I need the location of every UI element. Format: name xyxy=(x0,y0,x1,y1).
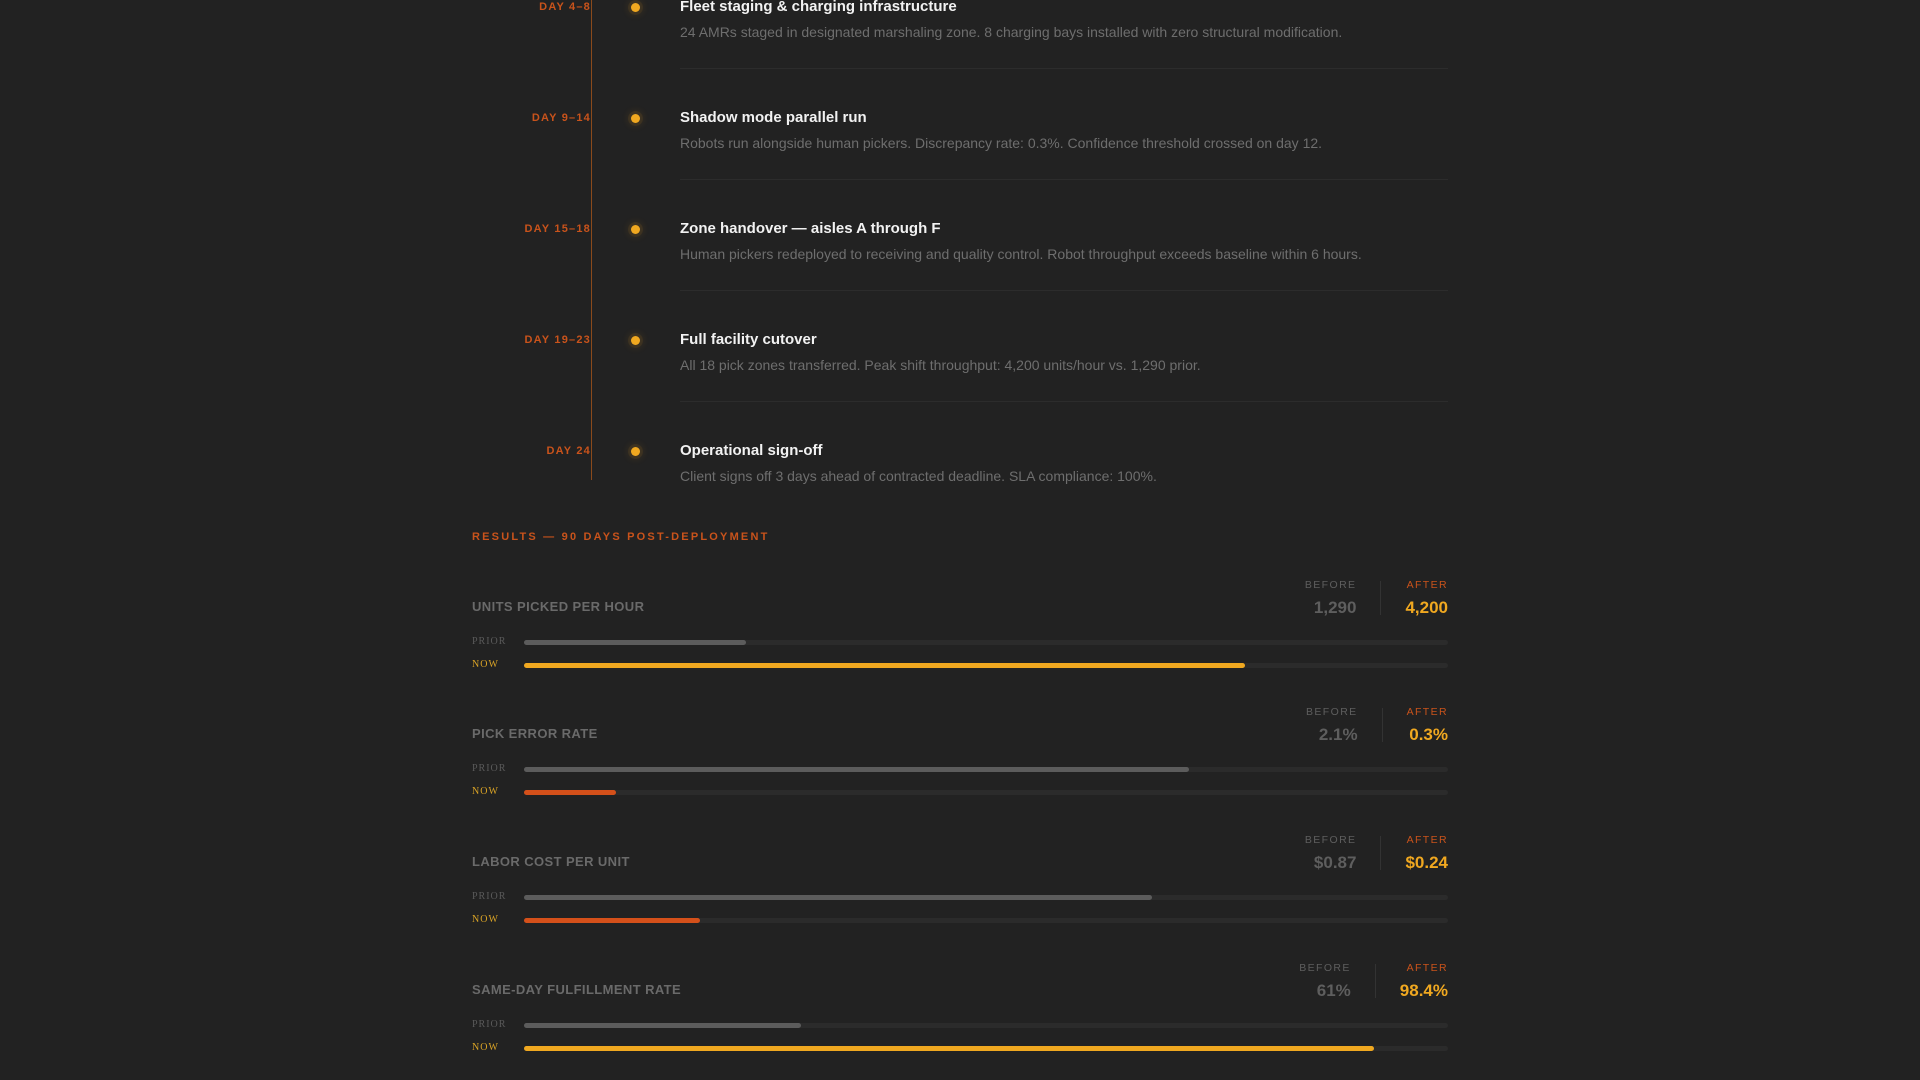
before-after: BEFORE 1,290 AFTER 4,200 xyxy=(1305,579,1448,618)
metric-name: SAME-DAY FULFILLMENT RATE xyxy=(472,982,682,997)
before-value: $0.87 xyxy=(1313,853,1357,872)
timeline-line xyxy=(591,0,592,480)
timeline-description: Robots run alongside human pickers. Disc… xyxy=(680,135,1323,151)
now-label: NOW xyxy=(472,914,499,925)
timeline-title: Operational sign-off xyxy=(680,442,823,459)
now-bar-row: NOW xyxy=(472,659,1448,671)
metric-same-day-fulfillment: SAME-DAY FULFILLMENT RATE BEFORE 61% AFT… xyxy=(472,962,1448,1080)
before-value: 2.1% xyxy=(1318,725,1358,744)
after-value: 4,200 xyxy=(1405,598,1448,617)
timeline-title: Full facility cutover xyxy=(680,331,817,348)
bar-track xyxy=(524,663,1448,668)
prior-bar-row: PRIOR xyxy=(472,1019,1448,1031)
after-label: AFTER xyxy=(1406,706,1448,718)
bar-track xyxy=(524,767,1448,772)
divider xyxy=(680,179,1448,180)
prior-bar-row: PRIOR xyxy=(472,891,1448,903)
metric-pick-error-rate: PICK ERROR RATE BEFORE 2.1% AFTER 0.3% P… xyxy=(472,706,1448,826)
timeline-dot-icon xyxy=(631,114,640,123)
divider xyxy=(680,401,1448,402)
bar-track xyxy=(524,1023,1448,1028)
before-after: BEFORE 61% AFTER 98.4% xyxy=(1299,962,1448,1001)
now-label: NOW xyxy=(472,786,499,797)
bar-track xyxy=(524,1046,1448,1051)
timeline-dot-icon xyxy=(631,336,640,345)
now-label: NOW xyxy=(472,659,499,670)
prior-bar xyxy=(524,1023,802,1028)
now-bar xyxy=(524,918,700,923)
after-value: $0.24 xyxy=(1405,853,1448,872)
before-value: 61% xyxy=(1316,981,1351,1000)
before-label: BEFORE xyxy=(1304,834,1357,846)
prior-label: PRIOR xyxy=(472,891,507,902)
before-value: 1,290 xyxy=(1313,598,1357,617)
now-label: NOW xyxy=(472,1042,499,1053)
now-bar xyxy=(524,1046,1375,1051)
prior-label: PRIOR xyxy=(472,763,507,774)
timeline-item: DAY 9–14 Shadow mode parallel run Robots… xyxy=(0,109,1920,222)
timeline-day: DAY 9–14 xyxy=(531,112,591,124)
timeline-description: 24 AMRs staged in designated marshaling … xyxy=(680,24,1343,40)
divider xyxy=(1380,836,1382,870)
timeline-day: DAY 15–18 xyxy=(524,223,591,235)
timeline-item: DAY 19–23 Full facility cutover All 18 p… xyxy=(0,331,1920,444)
metric-units-picked: UNITS PICKED PER HOUR BEFORE 1,290 AFTER… xyxy=(472,579,1448,699)
timeline-title: Fleet staging & charging infrastructure xyxy=(680,0,957,15)
before-label: BEFORE xyxy=(1299,962,1351,974)
divider xyxy=(680,290,1448,291)
after-value: 0.3% xyxy=(1409,725,1448,744)
prior-bar xyxy=(524,640,746,645)
prior-bar-row: PRIOR xyxy=(472,636,1448,648)
prior-label: PRIOR xyxy=(472,636,507,647)
timeline-title: Zone handover — aisles A through F xyxy=(680,220,941,237)
bar-track xyxy=(524,790,1448,795)
after-label: AFTER xyxy=(1406,834,1448,846)
timeline-title: Shadow mode parallel run xyxy=(680,109,867,126)
timeline-description: All 18 pick zones transferred. Peak shif… xyxy=(680,357,1201,373)
now-bar xyxy=(524,663,1245,668)
results-section-title: RESULTS — 90 DAYS POST-DEPLOYMENT xyxy=(472,531,770,543)
timeline-item: DAY 24 Operational sign-off Client signs… xyxy=(0,442,1920,555)
divider xyxy=(1374,964,1376,998)
after-label: AFTER xyxy=(1406,962,1448,974)
metric-name: PICK ERROR RATE xyxy=(472,726,598,741)
divider xyxy=(680,68,1448,69)
timeline-dot-icon xyxy=(631,225,640,234)
bar-track xyxy=(524,640,1448,645)
before-after: BEFORE 2.1% AFTER 0.3% xyxy=(1306,706,1448,745)
timeline-day: DAY 19–23 xyxy=(524,334,591,346)
timeline-day: DAY 24 xyxy=(546,445,591,457)
timeline-dot-icon xyxy=(631,3,640,12)
prior-label: PRIOR xyxy=(472,1019,507,1030)
metric-name: LABOR COST PER UNIT xyxy=(472,854,630,869)
timeline-item: DAY 15–18 Zone handover — aisles A throu… xyxy=(0,220,1920,333)
before-label: BEFORE xyxy=(1304,579,1357,591)
now-bar-row: NOW xyxy=(472,786,1448,798)
now-bar xyxy=(524,790,617,795)
divider xyxy=(1380,581,1382,615)
prior-bar xyxy=(524,767,1190,772)
metric-name: UNITS PICKED PER HOUR xyxy=(472,599,645,614)
before-label: BEFORE xyxy=(1306,706,1358,718)
timeline-description: Client signs off 3 days ahead of contrac… xyxy=(680,468,1157,484)
after-label: AFTER xyxy=(1406,579,1448,591)
timeline-day: DAY 4–8 xyxy=(539,1,591,13)
timeline-dot-icon xyxy=(631,447,640,456)
divider xyxy=(1381,708,1383,742)
timeline-description: Human pickers redeployed to receiving an… xyxy=(680,246,1362,262)
metric-labor-cost: LABOR COST PER UNIT BEFORE $0.87 AFTER $… xyxy=(472,834,1448,954)
timeline-item: DAY 4–8 Fleet staging & charging infrast… xyxy=(0,0,1920,111)
bar-track xyxy=(524,895,1448,900)
after-value: 98.4% xyxy=(1399,981,1448,1000)
now-bar-row: NOW xyxy=(472,1042,1448,1054)
before-after: BEFORE $0.87 AFTER $0.24 xyxy=(1305,834,1448,873)
bar-track xyxy=(524,918,1448,923)
now-bar-row: NOW xyxy=(472,914,1448,926)
prior-bar-row: PRIOR xyxy=(472,763,1448,775)
prior-bar xyxy=(524,895,1153,900)
